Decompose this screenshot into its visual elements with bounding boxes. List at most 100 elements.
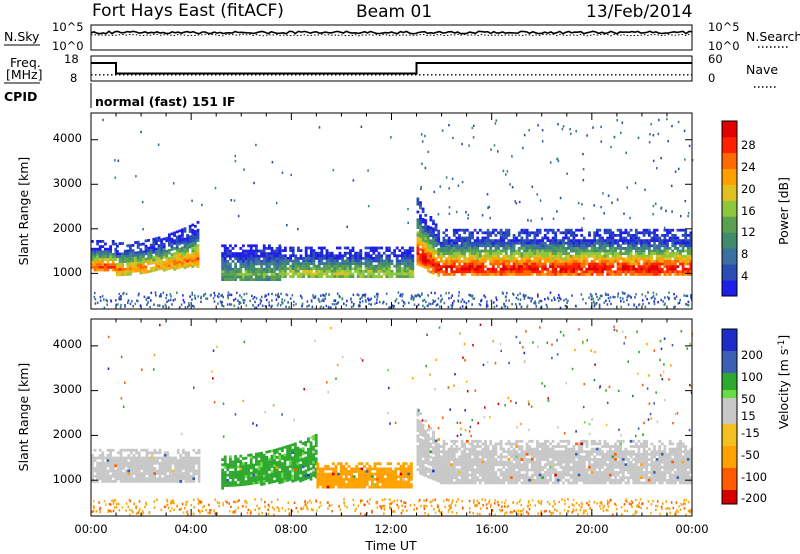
power-cell	[196, 254, 200, 258]
power-cell	[445, 239, 448, 242]
velocity-cell	[158, 461, 162, 465]
power-cell	[458, 249, 461, 253]
power-scatter-cell	[644, 295, 647, 298]
power-cell	[637, 249, 641, 253]
power-scatter-cell	[290, 173, 292, 177]
power-cell	[666, 228, 669, 232]
power-cell	[364, 257, 368, 260]
power-cell	[611, 236, 615, 240]
power-scatter-cell	[412, 298, 415, 302]
power-cell	[520, 267, 524, 271]
power-cell	[257, 275, 261, 279]
power-cell	[551, 241, 555, 245]
power-cell	[601, 262, 604, 266]
power-cell	[142, 253, 145, 256]
power-cell	[679, 244, 682, 248]
power-cell	[546, 273, 550, 276]
power-scatter-cell	[559, 306, 562, 310]
power-scatter-cell	[180, 303, 183, 306]
power-scatter-cell	[472, 136, 475, 139]
power-cell	[673, 260, 677, 263]
power-cell	[194, 232, 197, 236]
power-cell	[377, 251, 381, 255]
power-cell	[142, 255, 145, 259]
power-scatter-cell	[251, 294, 253, 298]
power-cell	[575, 254, 578, 258]
velocity-cell	[239, 478, 243, 481]
power-cell	[341, 257, 344, 260]
velocity-cell	[166, 474, 170, 478]
velocity-cell	[419, 412, 422, 415]
velocity-cell	[98, 474, 102, 478]
power-cell	[460, 260, 464, 263]
power-cell	[497, 273, 500, 276]
velocity-cell	[197, 480, 201, 483]
power-cell	[517, 239, 521, 242]
power-cell	[611, 244, 615, 248]
power-cell	[109, 250, 112, 254]
power-cell	[598, 260, 602, 263]
power-cell	[525, 234, 529, 237]
velocity-cell	[270, 478, 274, 481]
power-cell	[450, 241, 454, 245]
power-scatter-cell	[169, 293, 172, 296]
power-cell	[528, 247, 532, 250]
power-cell	[533, 252, 537, 255]
power-cell	[619, 234, 623, 237]
power-cell	[684, 267, 688, 271]
power-cell	[608, 273, 612, 276]
power-cell	[239, 270, 243, 274]
power-cell	[478, 267, 482, 271]
power-cell	[421, 210, 425, 213]
power-cell	[611, 234, 615, 237]
power-cell	[452, 257, 456, 261]
power-scatter-cell	[118, 292, 121, 296]
velocity-cell	[166, 456, 170, 460]
velocity-cell	[373, 472, 377, 476]
power-cell	[419, 227, 422, 231]
power-cell	[481, 249, 485, 253]
power-scatter-cell	[394, 300, 397, 303]
power-cell	[106, 263, 110, 267]
velocity-cell	[150, 472, 154, 475]
power-cell	[637, 247, 641, 250]
power-cell	[247, 267, 250, 271]
power-cell	[640, 231, 643, 235]
power-cell	[549, 257, 552, 261]
velocity-cell	[407, 480, 411, 484]
power-scatter-cell	[129, 302, 132, 306]
velocity-cell	[130, 451, 133, 455]
power-cell	[478, 270, 482, 274]
power-scatter-cell	[420, 185, 422, 189]
power-cell	[455, 228, 459, 232]
velocity-cell	[419, 469, 422, 473]
velocity-cell	[91, 472, 94, 475]
velocity-cell	[114, 456, 118, 460]
power-cell	[595, 239, 599, 242]
velocity-cell	[242, 462, 245, 466]
power-scatter-cell	[423, 306, 426, 309]
power-scatter-cell	[515, 296, 518, 300]
power-scatter-cell	[324, 297, 326, 300]
power-cell	[307, 257, 311, 260]
velocity-cell	[416, 463, 420, 466]
freq-ytick-bottom: 8	[70, 71, 77, 85]
velocity-cell	[106, 456, 110, 460]
power-cell	[317, 270, 321, 273]
power-cell	[567, 228, 571, 232]
power-cell	[541, 262, 545, 266]
power-scatter-cell	[162, 305, 164, 308]
power-cell	[647, 265, 651, 268]
power-cell	[660, 260, 664, 263]
velocity-cell	[301, 470, 305, 474]
power-cell	[536, 239, 539, 242]
velocity-cell	[244, 482, 248, 486]
power-cell	[684, 260, 688, 263]
power-cell	[585, 252, 589, 255]
velocity-cell	[262, 469, 266, 473]
power-cell	[408, 267, 412, 271]
velocity-cell	[378, 472, 382, 476]
power-cell	[619, 228, 623, 232]
power-cell	[173, 260, 176, 263]
power-cell	[497, 260, 500, 263]
